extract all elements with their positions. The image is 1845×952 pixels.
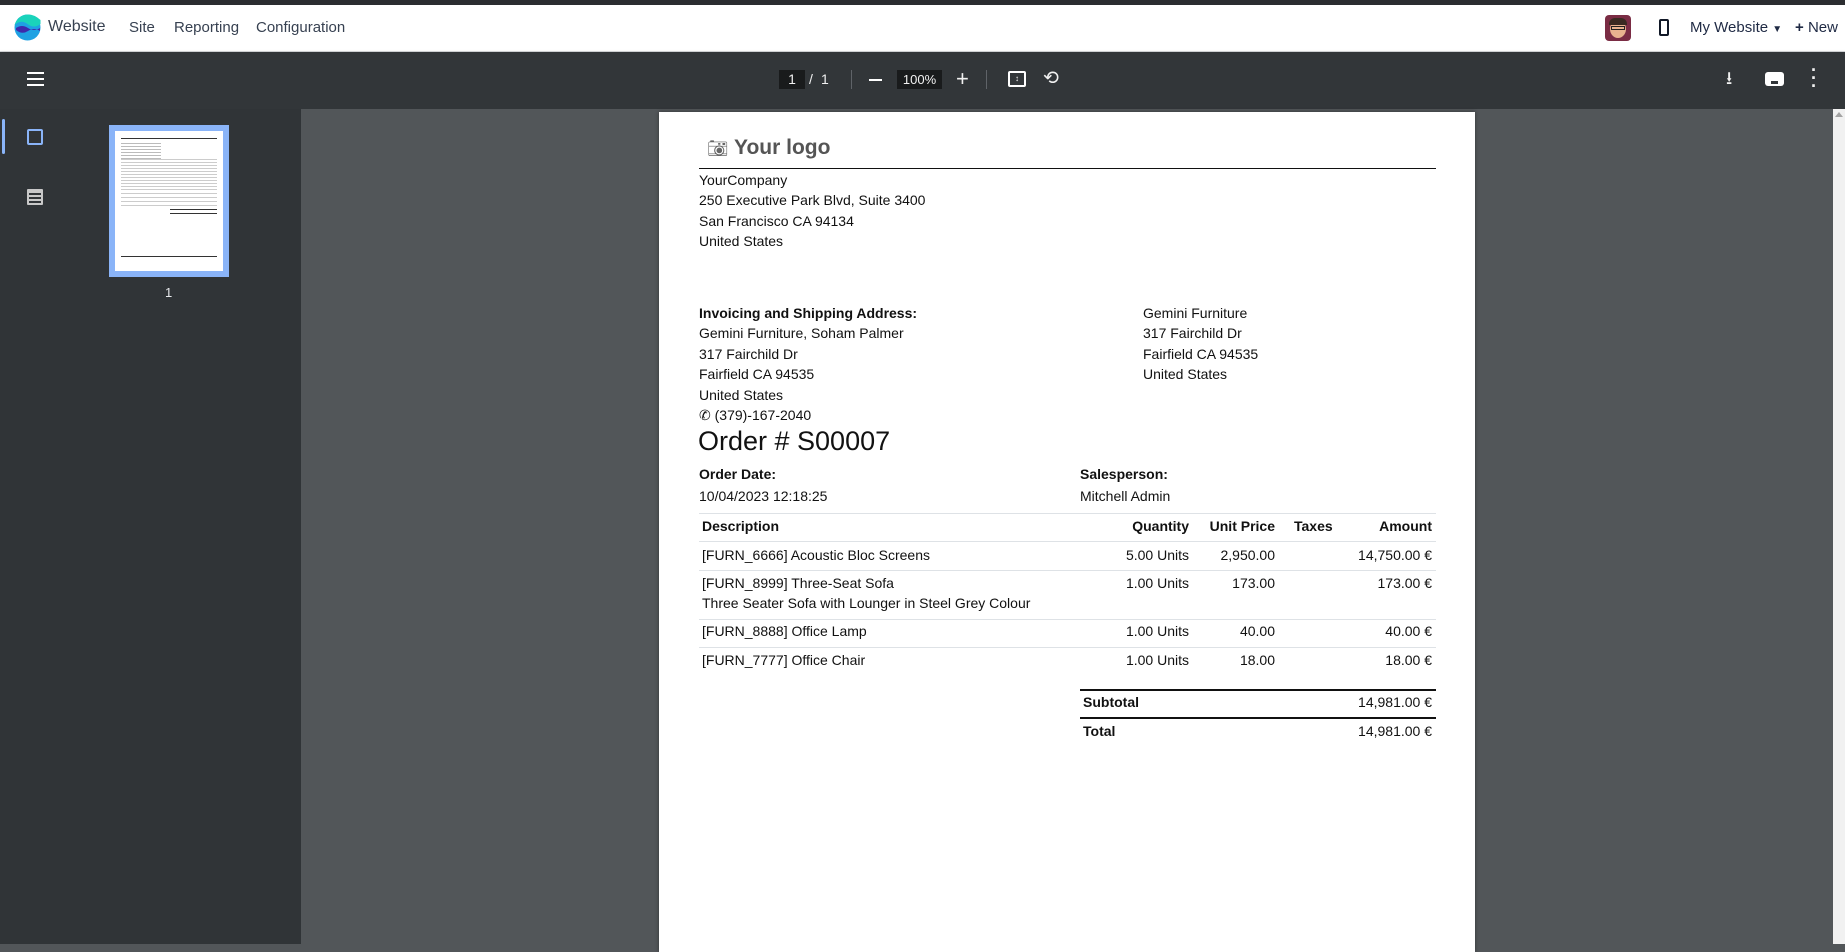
- table-divider: [699, 570, 1436, 571]
- pdf-toolbar: 1 / 1 100% + ↕ ⟲ ⭳ · · ·: [0, 52, 1845, 109]
- page-separator: /: [809, 71, 813, 87]
- line-unit-price: 40.00: [1239, 623, 1275, 639]
- partner-line: Gemini Furniture: [1143, 305, 1248, 321]
- company-country: United States: [699, 233, 784, 249]
- line-quantity: 5.00 Units: [1125, 547, 1189, 563]
- menu-site[interactable]: Site: [129, 19, 155, 36]
- column-taxes: Taxes: [1294, 518, 1333, 534]
- divider: [986, 70, 987, 89]
- order-date-label: Order Date:: [699, 466, 777, 482]
- total-value: 14,981.00 €: [1358, 723, 1432, 739]
- page-number-input[interactable]: 1: [779, 70, 805, 89]
- zoom-out-icon[interactable]: [869, 79, 882, 81]
- salesperson: Mitchell Admin: [1080, 488, 1171, 504]
- line-description: [FURN_6666] Acoustic Bloc Screens: [702, 547, 930, 563]
- pdf-sidebar: 1: [0, 109, 301, 944]
- website-selector[interactable]: My Website ▼: [1690, 19, 1782, 36]
- zoom-in-icon[interactable]: +: [956, 66, 969, 91]
- pdf-page: 📷︎ Your logo YourCompany 250 Executive P…: [659, 112, 1475, 952]
- outline-icon[interactable]: [27, 189, 43, 205]
- scrollbar[interactable]: [1833, 109, 1845, 944]
- line-note: Three Seater Sofa with Lounger in Steel …: [702, 595, 1031, 611]
- scroll-up-icon[interactable]: [1835, 112, 1843, 117]
- total-pages: 1: [821, 71, 829, 87]
- order-date: 10/04/2023 12:18:25: [699, 488, 828, 504]
- invoicing-line: Gemini Furniture, Soham Palmer: [699, 325, 904, 341]
- line-quantity: 1.00 Units: [1125, 623, 1189, 639]
- line-unit-price: 173.00: [1232, 575, 1275, 591]
- invoicing-line: United States: [699, 387, 784, 403]
- column-unit-price: Unit Price: [1209, 518, 1275, 534]
- table-divider: [699, 647, 1436, 648]
- column-quantity: Quantity: [1132, 518, 1189, 534]
- phone-line: ✆ (379)-167-2040: [699, 407, 811, 424]
- line-amount: 40.00 €: [1385, 623, 1432, 639]
- table-divider: [699, 513, 1436, 514]
- rotate-icon[interactable]: ⟲: [1043, 68, 1059, 89]
- new-button[interactable]: + New: [1795, 19, 1838, 36]
- new-label: New: [1807, 19, 1838, 36]
- top-navbar: Website Site Reporting Configuration My …: [0, 5, 1845, 52]
- menu-reporting[interactable]: Reporting: [174, 19, 240, 36]
- header-divider: [699, 168, 1436, 169]
- menu-configuration[interactable]: Configuration: [256, 19, 346, 36]
- thumbnail-page-label: 1: [165, 285, 173, 300]
- avatar[interactable]: [1605, 15, 1631, 41]
- subtotal-label: Subtotal: [1083, 694, 1139, 710]
- partner-line: United States: [1143, 366, 1228, 382]
- plus-icon: +: [1795, 19, 1804, 36]
- table-divider: [699, 619, 1436, 620]
- app-name[interactable]: Website: [48, 18, 106, 35]
- phone-icon: ✆: [699, 407, 711, 423]
- line-amount: 14,750.00 €: [1358, 547, 1432, 563]
- line-amount: 173.00 €: [1377, 575, 1433, 591]
- line-quantity: 1.00 Units: [1125, 575, 1189, 591]
- thumbnails-icon[interactable]: [27, 129, 43, 145]
- company-name: YourCompany: [699, 172, 788, 188]
- line-amount: 18.00 €: [1385, 652, 1432, 668]
- company-street: 250 Executive Park Blvd, Suite 3400: [699, 192, 926, 208]
- column-amount: Amount: [1379, 518, 1432, 534]
- zoom-input[interactable]: 100%: [897, 70, 942, 89]
- line-description: [FURN_8999] Three-Seat Sofa: [702, 575, 894, 591]
- more-options-icon[interactable]: · · ·: [1811, 60, 1817, 96]
- line-unit-price: 2,950.00: [1220, 547, 1276, 563]
- total-divider: [1080, 717, 1436, 719]
- table-divider: [699, 541, 1436, 542]
- website-app-logo-icon[interactable]: [14, 14, 41, 41]
- partner-line: Fairfield CA 94535: [1143, 346, 1259, 362]
- invoicing-line: 317 Fairchild Dr: [699, 346, 798, 362]
- partner-line: 317 Fairchild Dr: [1143, 325, 1242, 341]
- company-city: San Francisco CA 94134: [699, 213, 854, 229]
- invoicing-line: Fairfield CA 94535: [699, 366, 815, 382]
- line-quantity: 1.00 Units: [1125, 652, 1189, 668]
- invoicing-label: Invoicing and Shipping Address:: [699, 305, 918, 321]
- mobile-preview-icon[interactable]: [1659, 19, 1669, 36]
- divider: [851, 70, 852, 89]
- menu-icon[interactable]: [27, 72, 44, 86]
- website-selector-label: My Website: [1690, 19, 1769, 36]
- caret-down-icon: ▼: [1772, 24, 1783, 35]
- subtotal-divider: [1080, 689, 1436, 691]
- column-description: Description: [702, 518, 780, 534]
- total-label: Total: [1083, 723, 1116, 739]
- print-icon[interactable]: [1765, 72, 1784, 86]
- salesperson-label: Salesperson:: [1080, 466, 1168, 482]
- camera-icon: 📷︎: [707, 139, 729, 158]
- page-thumbnail[interactable]: [109, 125, 229, 277]
- line-unit-price: 18.00: [1239, 652, 1275, 668]
- order-title: Order # S00007: [698, 426, 891, 456]
- top-strip: [0, 0, 1845, 5]
- fit-page-icon[interactable]: ↕: [1008, 71, 1026, 87]
- subtotal-value: 14,981.00 €: [1358, 694, 1432, 710]
- line-description: [FURN_8888] Office Lamp: [702, 623, 867, 639]
- line-description: [FURN_7777] Office Chair: [702, 652, 866, 668]
- phone-number: (379)-167-2040: [714, 407, 812, 423]
- download-icon[interactable]: ⭳: [1726, 68, 1733, 88]
- active-indicator: [2, 119, 5, 154]
- company-logo: Your logo: [734, 136, 831, 159]
